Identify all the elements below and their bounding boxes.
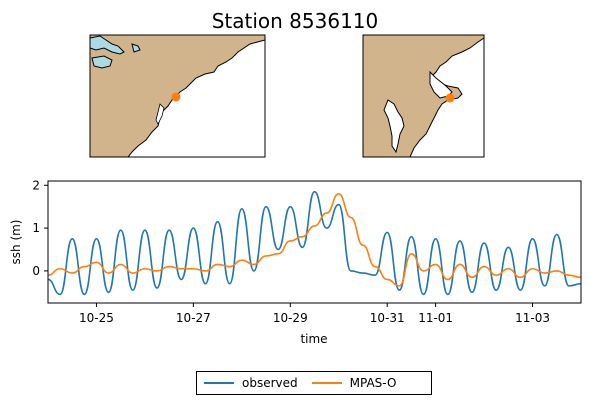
regional-map-frame [89,34,266,158]
series-group [47,190,582,296]
figure-title: Station 8536110 [212,9,379,33]
y-tick-label: 2 [32,178,40,192]
legend-item-observed: observed [204,376,298,390]
legend-label-mpas: MPAS-O [349,376,397,390]
y-axis-label: ssh (m) [9,220,23,265]
series-line-mpas-o [47,193,582,287]
y-tick-label: 1 [32,221,40,235]
legend-swatch-observed [204,382,234,384]
timeseries-chart: 10-25 10-27 10-29 10-31 11-01 11-03 012 time … [9,178,582,346]
legend: observed MPAS-O [196,371,432,395]
y-tick-label: 0 [32,264,40,278]
x-tick-label: 10-25 [79,311,114,325]
legend-item-mpas: MPAS-O [311,376,397,390]
local-map-chesapeake [383,99,405,154]
regional-map-great-lakes [89,35,141,69]
legend-swatch-mpas [311,382,342,384]
x-tick-label: 11-03 [515,311,550,325]
plot-frame [47,180,582,304]
x-tick-label: 10-31 [370,311,405,325]
regional-map-bay [155,103,165,125]
x-tick-label: 10-27 [176,311,211,325]
x-axis-label: time [300,332,327,346]
station-dot [445,93,455,103]
legend-label-observed: observed [242,376,298,390]
y-axis: 0 1 2 [32,178,48,278]
regional-map [89,34,266,158]
x-tick-label: 11-01 [418,311,453,325]
regional-map-land [89,34,266,158]
station-dot [171,92,181,102]
local-map-frame [362,34,485,158]
series-line-observed [47,190,582,296]
local-map [362,34,485,158]
x-tick-label: 10-29 [273,311,308,325]
x-axis: 10-25 10-27 10-29 10-31 11-01 11-03 [79,303,550,325]
